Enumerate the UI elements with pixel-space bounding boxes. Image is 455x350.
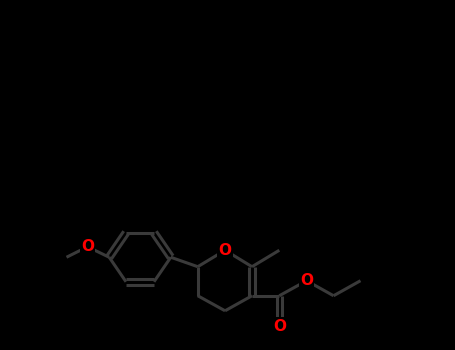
Text: O: O <box>218 243 232 258</box>
Text: O: O <box>273 319 286 334</box>
Text: O: O <box>81 239 94 254</box>
Text: O: O <box>300 273 313 288</box>
